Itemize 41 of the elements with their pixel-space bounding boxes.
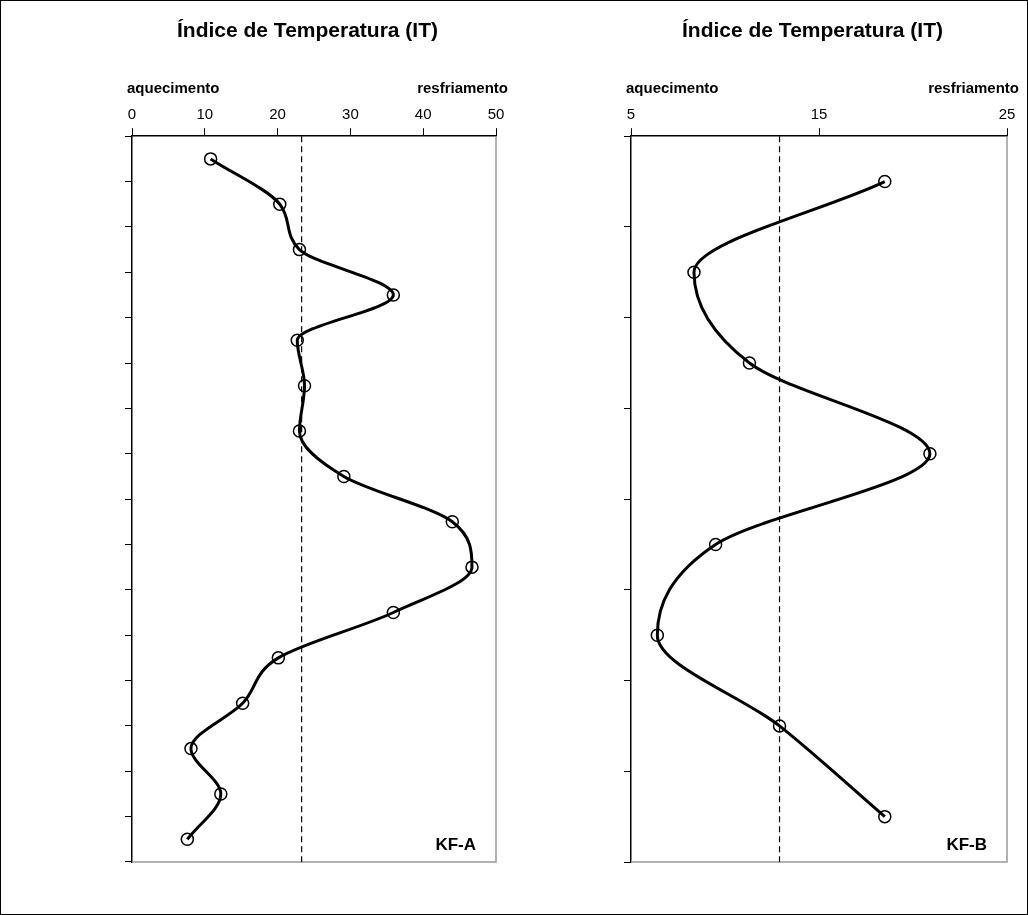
- point: [292, 242, 307, 257]
- point: [445, 515, 460, 529]
- point: [923, 446, 937, 461]
- chart-title: Índice de Temperatura (IT): [682, 18, 943, 42]
- point: [292, 424, 307, 438]
- point: [337, 469, 351, 484]
- text: resfriamento: [417, 79, 508, 96]
- point: [386, 605, 401, 620]
- point: [772, 719, 787, 733]
- x-tick-label: 15: [810, 105, 828, 123]
- annotation: KF-A: [435, 835, 476, 854]
- x-tick-label: 50: [487, 105, 505, 123]
- x-tick-label: 20: [269, 105, 286, 123]
- point: [214, 787, 228, 801]
- point: [465, 560, 479, 574]
- text: resfriamento: [928, 79, 1019, 96]
- point: [290, 333, 305, 348]
- point: [203, 152, 218, 166]
- point: [235, 696, 250, 710]
- point: [184, 741, 198, 756]
- x-tick-label: 0: [127, 105, 137, 123]
- x-tick-label: 5: [626, 105, 636, 123]
- annotation: KF-B: [946, 835, 987, 854]
- text: aquecimento: [626, 79, 719, 96]
- x-tick-label: 40: [414, 105, 432, 123]
- point: [297, 378, 312, 393]
- x-tick-label: 10: [196, 105, 214, 123]
- point: [878, 174, 892, 189]
- point: [273, 197, 287, 211]
- chart-title: Índice de Temperatura (IT): [177, 18, 438, 42]
- point: [742, 356, 757, 370]
- point: [650, 628, 665, 642]
- point: [687, 265, 701, 280]
- text: aquecimento: [127, 79, 220, 96]
- x-tick-label: 30: [342, 105, 359, 123]
- point: [271, 651, 286, 665]
- point: [878, 809, 892, 824]
- point: [708, 537, 723, 552]
- x-tick-label: 25: [998, 105, 1016, 123]
- point: [386, 288, 401, 302]
- point: [180, 832, 195, 847]
